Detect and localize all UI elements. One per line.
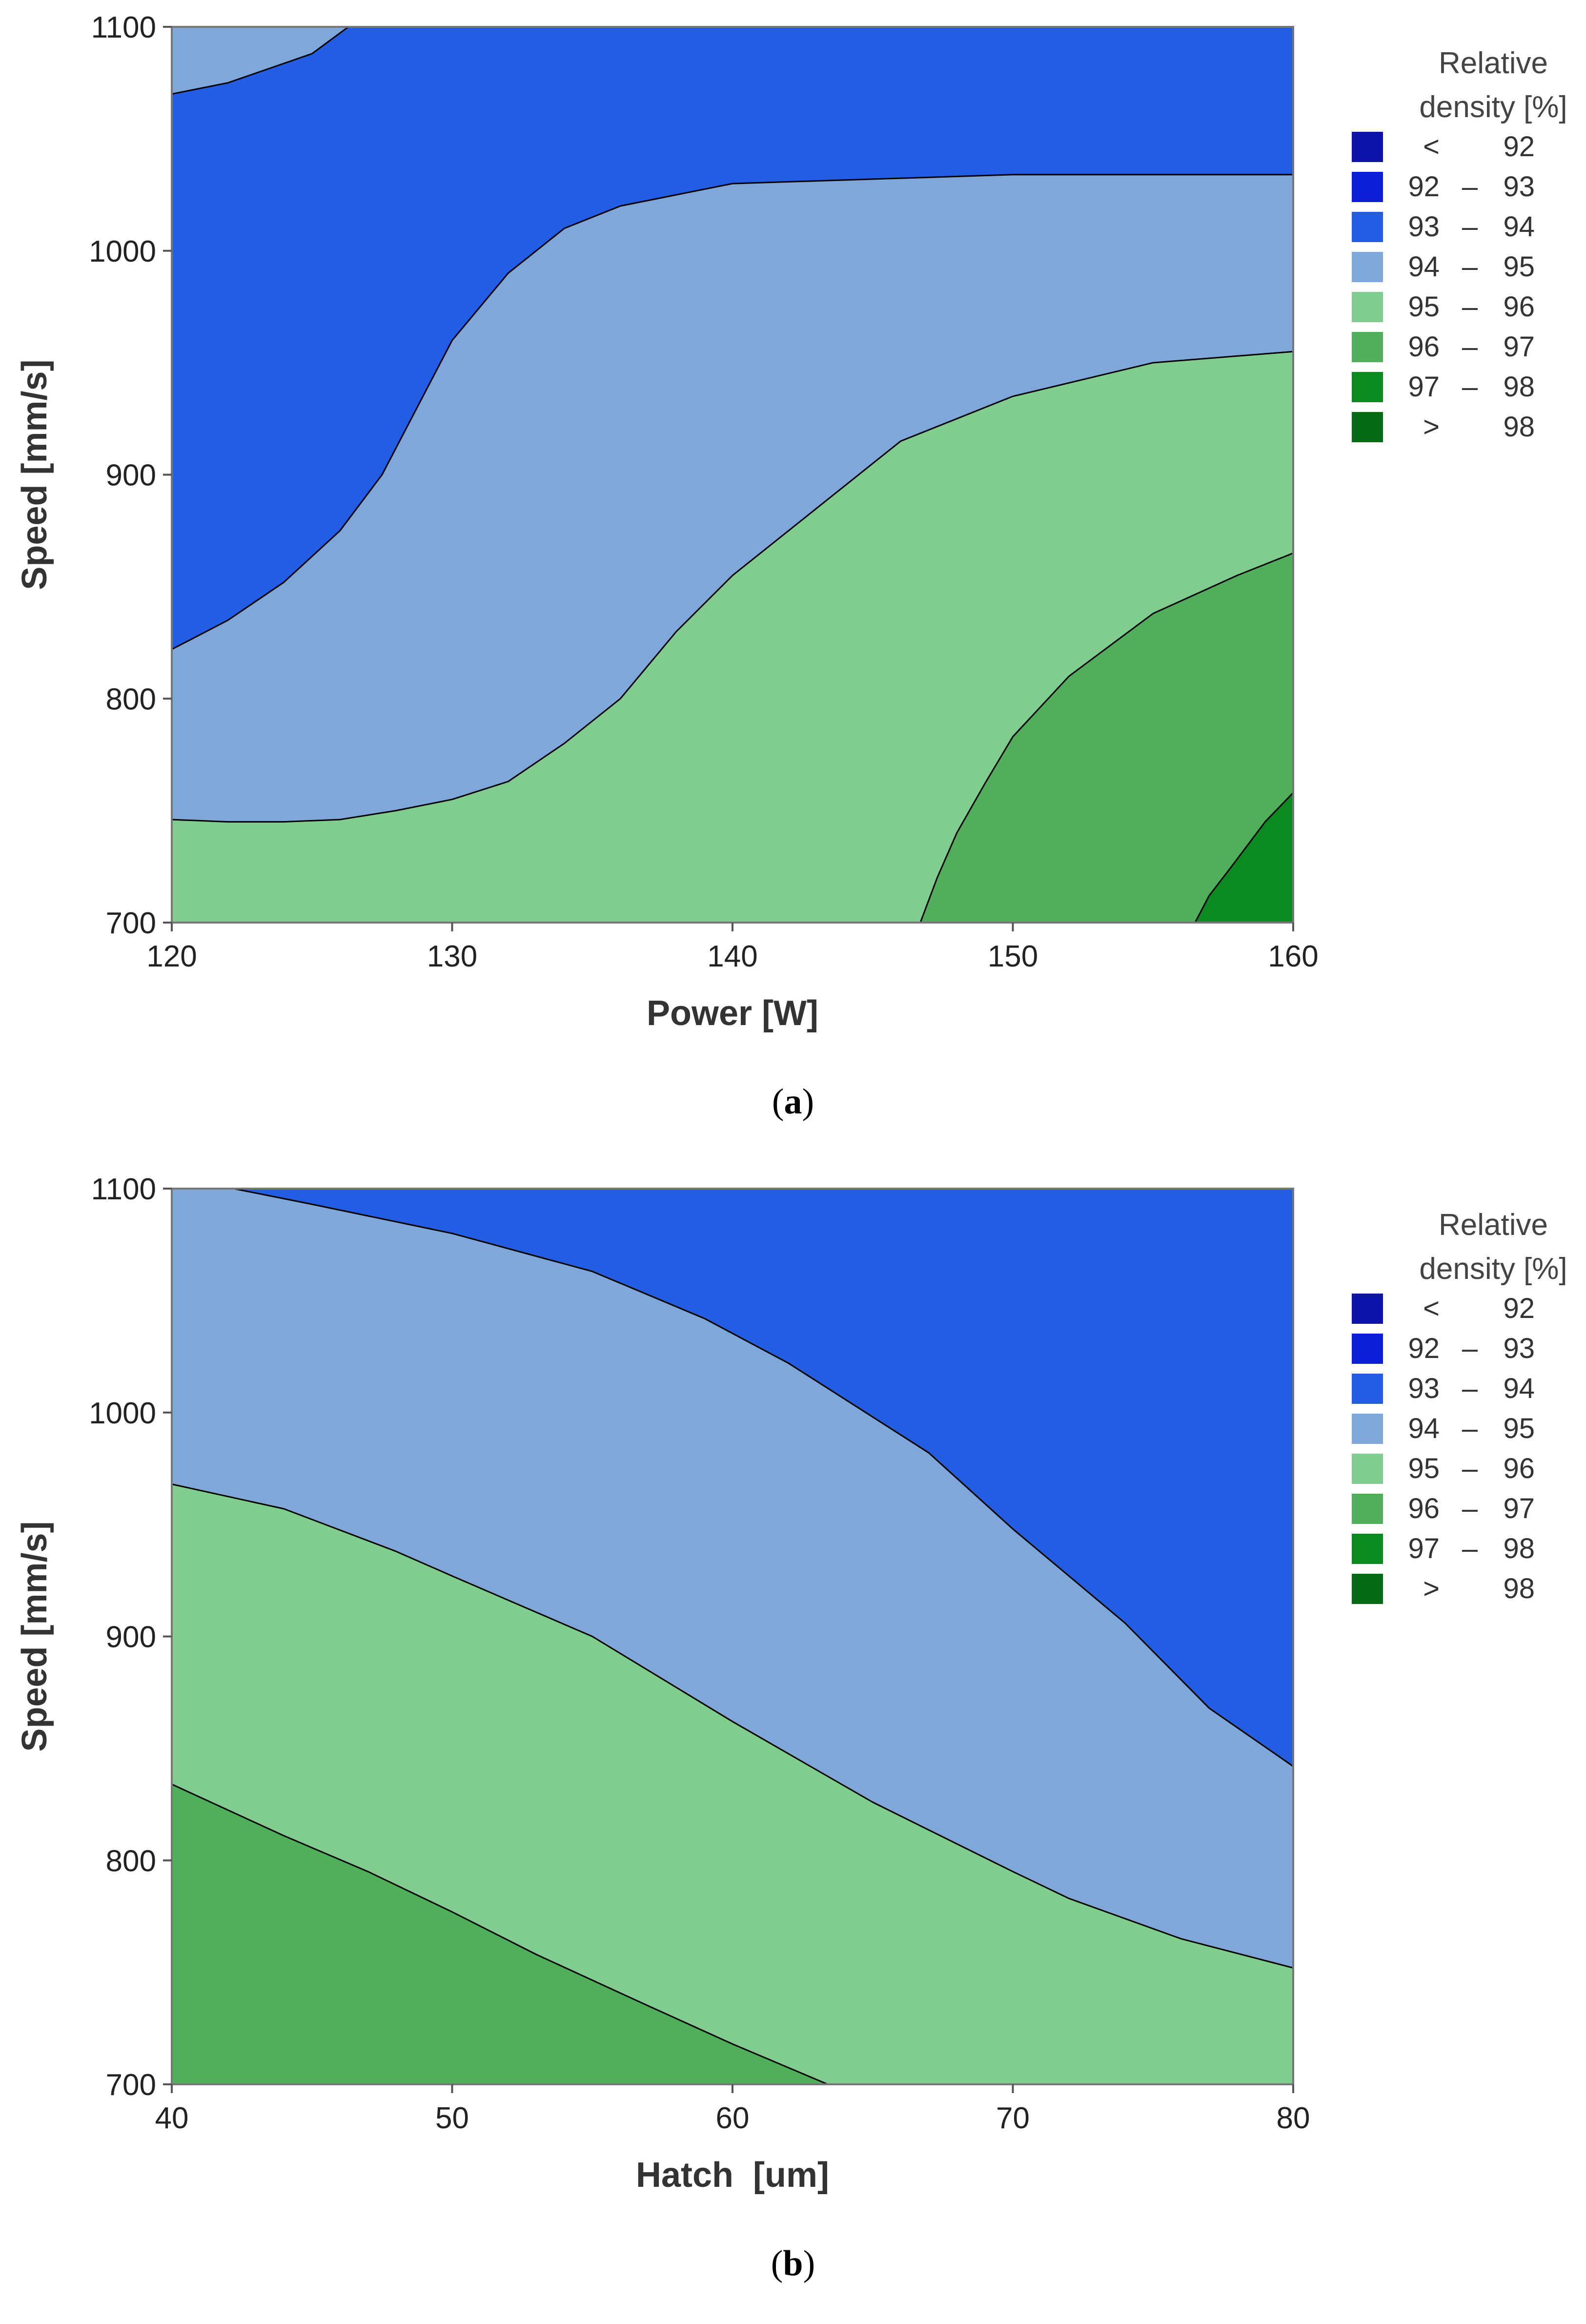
legend-separator: –: [1462, 1533, 1478, 1564]
legend-high-label: 98: [1503, 1573, 1535, 1604]
contour-chart-a: 120 130 140 150 160 700 800 900 1000 1100 Power [W…: [15, 11, 1567, 1033]
x-tick-label: 140: [707, 940, 757, 973]
legend-swatch: [1352, 1414, 1383, 1444]
y-tick-label: 700: [106, 906, 156, 940]
legend-separator: –: [1462, 331, 1478, 363]
legend-swatch: [1352, 332, 1383, 362]
legend-swatch: [1352, 1294, 1383, 1324]
legend-swatch: [1352, 292, 1383, 322]
legend-high-label: 97: [1503, 1493, 1535, 1524]
y-axis-title: Speed [mm/s]: [15, 359, 54, 590]
y-tick-label: 900: [106, 1621, 156, 1654]
chart-panel-b: 40 50 60 70 80 700 800 900 1000 1100 Hatch [um] Spe…: [0, 1162, 1586, 2324]
legend-separator: –: [1462, 291, 1478, 323]
x-tick-label: 80: [1277, 2101, 1310, 2135]
y-tick-label: 700: [106, 2068, 156, 2102]
legend-separator: –: [1462, 371, 1478, 403]
legend-separator: –: [1462, 171, 1478, 203]
y-tick-label: 900: [106, 459, 156, 493]
x-tick-label: 40: [155, 2101, 189, 2135]
legend-high-label: 94: [1503, 1373, 1535, 1404]
legend-swatch: [1352, 1374, 1383, 1404]
legend-swatch: [1352, 1334, 1383, 1364]
y-tick-label: 1100: [91, 11, 156, 44]
caption-b: (b): [771, 2243, 815, 2283]
legend-title-line: density [%]: [1419, 1252, 1567, 1286]
legend-swatch: [1352, 1574, 1383, 1604]
x-tick-label: 160: [1268, 940, 1318, 973]
legend-separator: –: [1462, 1333, 1478, 1364]
legend-separator: –: [1462, 1413, 1478, 1444]
legend-low-label: 97: [1408, 1533, 1440, 1564]
legend-swatch: [1352, 172, 1383, 202]
legend-separator: –: [1462, 211, 1478, 243]
legend-high-label: 96: [1503, 1453, 1535, 1484]
contour-region-96-97: [171, 1783, 829, 2085]
x-tick-label: 130: [427, 940, 477, 973]
x-tick-label: 150: [988, 940, 1038, 973]
y-tick-label: 1000: [89, 1397, 156, 1430]
legend-separator: –: [1462, 1493, 1478, 1524]
legend-high-label: 92: [1503, 1293, 1535, 1324]
y-tick-label: 1100: [91, 1172, 156, 1206]
legend-low-label: 96: [1408, 331, 1440, 363]
caption-b-label: b: [783, 2243, 803, 2283]
legend-high-label: 93: [1503, 1333, 1535, 1364]
contour-chart-b: 40 50 60 70 80 700 800 900 1000 1100 Hatch [um] Spe…: [15, 1172, 1567, 2195]
legend-high-label: 98: [1503, 371, 1535, 403]
legend-high-label: 95: [1503, 251, 1535, 283]
legend-low-label: <: [1423, 131, 1440, 163]
x-axis-title: Hatch [um]: [636, 2156, 829, 2195]
x-tick-label: 70: [996, 2101, 1030, 2135]
legend-swatch: [1352, 1534, 1383, 1564]
y-tick-label: 800: [106, 682, 156, 716]
y-tick-label: 800: [106, 1844, 156, 1878]
x-axis-title: Power [W]: [647, 994, 818, 1033]
chart-panel-a: 120 130 140 150 160 700 800 900 1000 1100 Power [W…: [15, 11, 1567, 1122]
y-tick-label: 1000: [89, 235, 156, 268]
x-tick-label: 60: [716, 2101, 750, 2135]
legend-low-label: 94: [1408, 251, 1440, 283]
legend-low-label: <: [1423, 1293, 1440, 1324]
legend-low-label: 95: [1408, 291, 1440, 323]
legend-high-label: 92: [1503, 131, 1535, 163]
legend-high-label: 97: [1503, 331, 1535, 363]
legend-separator: –: [1462, 1453, 1478, 1484]
legend-low-label: 97: [1408, 371, 1440, 403]
legend-low-label: >: [1423, 1573, 1440, 1604]
legend-swatch: [1352, 132, 1383, 162]
legend-high-label: 95: [1503, 1413, 1535, 1444]
legend-high-label: 98: [1503, 411, 1535, 443]
legend-high-label: 98: [1503, 1533, 1535, 1564]
y-axis-title: Speed [mm/s]: [15, 1521, 54, 1751]
x-tick-label: 50: [435, 2101, 469, 2135]
legend-low-label: 95: [1408, 1453, 1440, 1484]
legend-title-line: Relative: [1439, 46, 1548, 80]
legend-low-label: 92: [1408, 1333, 1440, 1364]
legend-low-label: 94: [1408, 1413, 1440, 1444]
legend-separator: –: [1462, 251, 1478, 283]
legend-swatch: [1352, 252, 1383, 282]
legend-title-line: density [%]: [1419, 90, 1567, 124]
legend-high-label: 94: [1503, 211, 1535, 243]
legend-high-label: 93: [1503, 171, 1535, 203]
legend-high-label: 96: [1503, 291, 1535, 323]
legend-separator: –: [1462, 1373, 1478, 1404]
legend-low-label: 93: [1408, 211, 1440, 243]
legend-low-label: >: [1423, 411, 1440, 443]
legend-low-label: 92: [1408, 171, 1440, 203]
legend-title-line: Relative: [1439, 1208, 1548, 1242]
legend-low-label: 93: [1408, 1373, 1440, 1404]
x-tick-label: 120: [146, 940, 197, 973]
legend-swatch: [1352, 372, 1383, 402]
legend-low-label: 96: [1408, 1493, 1440, 1524]
legend-swatch: [1352, 1494, 1383, 1524]
legend-swatch: [1352, 1454, 1383, 1484]
caption-a-label: a: [784, 1082, 802, 1122]
legend-swatch: [1352, 412, 1383, 442]
caption-a: (a): [772, 1082, 814, 1122]
legend-swatch: [1352, 212, 1383, 242]
